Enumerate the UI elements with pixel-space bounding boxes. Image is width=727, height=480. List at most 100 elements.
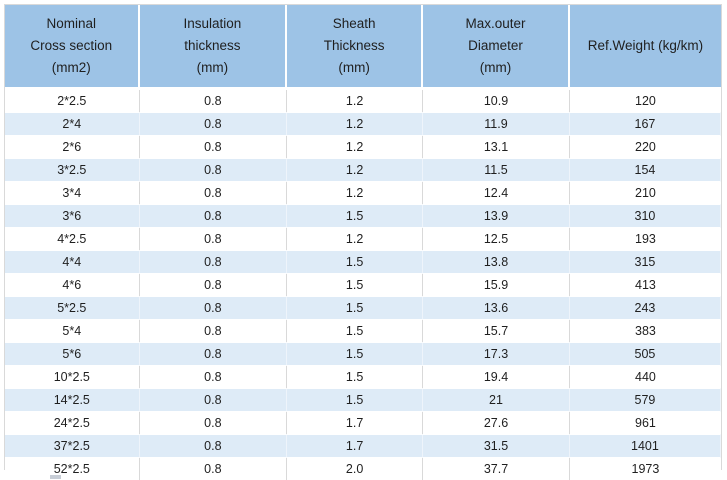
header-line: (mm): [479, 60, 512, 75]
table-cell-sheath_thickness: 1.7: [287, 434, 424, 458]
table-cell-max_outer_diameter: 37.7: [423, 458, 570, 480]
page-artifact: [50, 475, 61, 479]
table-cell-cross_section: 10*2.5: [5, 366, 140, 388]
table-row: 3*2.5 0.8 1.2 11.5 154: [5, 158, 721, 182]
table-cell-sheath_thickness: 1.5: [287, 366, 424, 388]
table-cell-ref_weight: 961: [569, 412, 721, 434]
header-line: (mm): [338, 60, 370, 75]
table-cell-ref_weight: 383: [569, 320, 721, 342]
table-row: 5*6 0.8 1.5 17.3 505: [5, 342, 721, 366]
table-cell-sheath_thickness: 1.5: [287, 296, 424, 320]
table-cell-max_outer_diameter: 17.3: [423, 342, 570, 366]
table-cell-insulation_thickness: 0.8: [139, 366, 288, 388]
header-line: Thickness: [323, 38, 385, 53]
table-cell-insulation_thickness: 0.8: [139, 296, 288, 320]
table-cell-sheath_thickness: 1.2: [287, 158, 424, 182]
table-cell-sheath_thickness: 1.2: [287, 182, 424, 204]
table-cell-max_outer_diameter: 27.6: [423, 412, 570, 434]
table-cell-sheath_thickness: 1.2: [287, 90, 424, 112]
table-row: 37*2.5 0.8 1.7 31.5 1401: [5, 434, 721, 458]
table-cell-ref_weight: 210: [569, 182, 721, 204]
table-row: 2*6 0.8 1.2 13.1 220: [5, 136, 721, 158]
table-cell-sheath_thickness: 1.7: [287, 412, 424, 434]
table-cell-cross_section: 52*2.5: [5, 458, 140, 480]
table-cell-insulation_thickness: 0.8: [139, 250, 288, 274]
table-cell-ref_weight: 154: [569, 158, 721, 182]
table-cell-cross_section: 2*2.5: [5, 90, 140, 112]
cable-specification-table: Nominal Cross section (mm2) Insulation thick…: [5, 5, 721, 480]
table-cell-sheath_thickness: 1.2: [287, 112, 424, 136]
table-cell-cross_section: 5*2.5: [5, 296, 140, 320]
table-cell-max_outer_diameter: 31.5: [423, 434, 570, 458]
header-line: Nominal: [46, 16, 97, 31]
table-row: 5*4 0.8 1.5 15.7 383: [5, 320, 721, 342]
table-cell-max_outer_diameter: 13.6: [423, 296, 570, 320]
table-cell-cross_section: 3*2.5: [5, 158, 140, 182]
table-cell-sheath_thickness: 1.2: [287, 228, 424, 250]
table-cell-max_outer_diameter: 21: [423, 388, 570, 412]
table-cell-insulation_thickness: 0.8: [139, 204, 288, 228]
table-cell-insulation_thickness: 0.8: [139, 412, 288, 434]
header-line: Insulation: [183, 16, 242, 31]
table-row: 2*4 0.8 1.2 11.9 167: [5, 112, 721, 136]
table-row: 10*2.5 0.8 1.5 19.4 440: [5, 366, 721, 388]
table-cell-ref_weight: 310: [569, 204, 721, 228]
table-cell-ref_weight: 1973: [569, 458, 721, 480]
table-cell-sheath_thickness: 1.5: [287, 388, 424, 412]
table-row: 14*2.5 0.8 1.5 21 579: [5, 388, 721, 412]
header-cell-ref_weight: Ref.Weight (kg/km): [569, 5, 721, 90]
table-cell-insulation_thickness: 0.8: [139, 136, 288, 158]
table-cell-insulation_thickness: 0.8: [139, 182, 288, 204]
table-row: 24*2.5 0.8 1.7 27.6 961: [5, 412, 721, 434]
table-cell-cross_section: 2*4: [5, 112, 140, 136]
table-cell-insulation_thickness: 0.8: [139, 320, 288, 342]
header-line: Ref.Weight (kg/km): [587, 38, 704, 53]
table-cell-ref_weight: 120: [569, 90, 721, 112]
header-line: Diameter: [468, 38, 523, 53]
table-cell-max_outer_diameter: 13.9: [423, 204, 570, 228]
table-cell-max_outer_diameter: 13.1: [423, 136, 570, 158]
table-row: 4*4 0.8 1.5 13.8 315: [5, 250, 721, 274]
table-cell-ref_weight: 243: [569, 296, 721, 320]
table-cell-cross_section: 4*2.5: [5, 228, 140, 250]
table-header: Nominal Cross section (mm2) Insulation thick…: [5, 5, 721, 90]
table-cell-max_outer_diameter: 19.4: [423, 366, 570, 388]
header-line: thickness: [184, 38, 241, 53]
table-cell-max_outer_diameter: 10.9: [423, 90, 570, 112]
table-cell-cross_section: 5*4: [5, 320, 140, 342]
table-cell-insulation_thickness: 0.8: [139, 342, 288, 366]
table-cell-cross_section: 3*4: [5, 182, 140, 204]
table-cell-ref_weight: 413: [569, 274, 721, 296]
table-cell-cross_section: 3*6: [5, 204, 140, 228]
table-cell-insulation_thickness: 0.8: [139, 228, 288, 250]
table-cell-ref_weight: 440: [569, 366, 721, 388]
table-cell-ref_weight: 505: [569, 342, 721, 366]
table-row: 3*6 0.8 1.5 13.9 310: [5, 204, 721, 228]
table-cell-cross_section: 5*6: [5, 342, 140, 366]
table-row: 4*6 0.8 1.5 15.9 413: [5, 274, 721, 296]
header-row: Nominal Cross section (mm2) Insulation thick…: [5, 5, 721, 90]
table-cell-sheath_thickness: 2.0: [287, 458, 424, 480]
table-cell-cross_section: 14*2.5: [5, 388, 140, 412]
table-cell-sheath_thickness: 1.5: [287, 320, 424, 342]
table-cell-sheath_thickness: 1.5: [287, 250, 424, 274]
header-cell-insulation_thickness: Insulation thickness (mm): [139, 5, 288, 90]
table-cell-cross_section: 24*2.5: [5, 412, 140, 434]
table-cell-ref_weight: 579: [569, 388, 721, 412]
table-cell-max_outer_diameter: 11.9: [423, 112, 570, 136]
table-body: 2*2.5 0.8 1.2 10.9 120 2*4 0.8 1.2 11.9 167 2*6 0.8…: [5, 90, 721, 480]
table-cell-max_outer_diameter: 15.9: [423, 274, 570, 296]
table-cell-ref_weight: 1401: [569, 434, 721, 458]
spec-table: Nominal Cross section (mm2) Insulation thick…: [4, 4, 722, 480]
table-cell-insulation_thickness: 0.8: [139, 458, 288, 480]
table-row: 4*2.5 0.8 1.2 12.5 193: [5, 228, 721, 250]
table-cell-max_outer_diameter: 12.4: [423, 182, 570, 204]
table-cell-insulation_thickness: 0.8: [139, 90, 288, 112]
table-row: 5*2.5 0.8 1.5 13.6 243: [5, 296, 721, 320]
table-cell-ref_weight: 193: [569, 228, 721, 250]
table-cell-cross_section: 2*6: [5, 136, 140, 158]
table-cell-sheath_thickness: 1.5: [287, 274, 424, 296]
table-cell-ref_weight: 220: [569, 136, 721, 158]
header-line: Cross section: [30, 38, 113, 53]
